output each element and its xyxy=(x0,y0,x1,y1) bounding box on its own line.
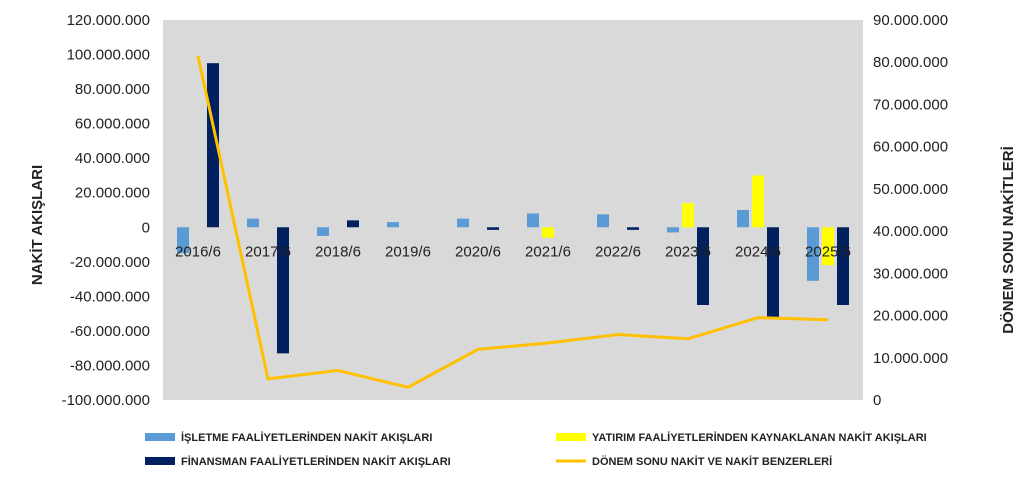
legend-swatch xyxy=(145,433,175,441)
bar xyxy=(347,220,359,228)
x-tick-label: 2019/6 xyxy=(385,243,431,260)
bar xyxy=(627,227,639,230)
bar xyxy=(277,227,289,354)
legend-label: FİNANSMAN FAALİYETLERİNDEN NAKİT AKIŞLAR… xyxy=(181,455,451,468)
x-tick-label: 2018/6 xyxy=(315,243,361,260)
legend-label: YATIRIM FAALİYETLERİNDEN KAYNAKLANAN NAK… xyxy=(592,431,927,444)
y2-tick-label: 10.000.000 xyxy=(873,350,948,367)
y-tick-label: -40.000.000 xyxy=(70,288,150,305)
bar xyxy=(527,213,539,228)
bar xyxy=(247,218,259,228)
legend-swatch xyxy=(145,457,175,465)
bar xyxy=(317,227,329,236)
bar xyxy=(542,227,554,238)
legend-swatch xyxy=(556,433,586,441)
bar xyxy=(177,227,189,254)
y-tick-label: 60.000.000 xyxy=(75,116,150,133)
x-tick-label: 2016/6 xyxy=(175,243,221,260)
y2-tick-label: 40.000.000 xyxy=(873,223,948,240)
x-tick-label: 2024/6 xyxy=(735,243,781,260)
y2-tick-label: 90.000.000 xyxy=(873,12,948,29)
y2-tick-label: 30.000.000 xyxy=(873,265,948,282)
y2-tick-label: 20.000.000 xyxy=(873,308,948,325)
x-tick-label: 2025/6 xyxy=(805,243,851,260)
legend-label: DÖNEM SONU NAKİT VE NAKİT BENZERLERİ xyxy=(592,455,832,468)
y2-tick-label: 0 xyxy=(873,392,881,409)
bar xyxy=(767,227,779,318)
x-tick-label: 2023/6 xyxy=(665,243,711,260)
bar xyxy=(597,214,609,228)
y-tick-label: 100.000.000 xyxy=(67,47,150,64)
y2-axis-title: DÖNEM SONU NAKİTLERİ xyxy=(1000,146,1017,334)
y-tick-label: 20.000.000 xyxy=(75,185,150,202)
x-tick-label: 2020/6 xyxy=(455,243,501,260)
y-tick-label: 80.000.000 xyxy=(75,81,150,98)
y2-tick-label: 80.000.000 xyxy=(873,54,948,71)
y-tick-label: 0 xyxy=(142,219,150,236)
bar xyxy=(837,227,849,305)
y-tick-label: -100.000.000 xyxy=(62,392,150,409)
bar xyxy=(807,227,819,281)
y-tick-label: -80.000.000 xyxy=(70,357,150,374)
bar xyxy=(667,227,679,233)
bar xyxy=(457,218,469,228)
y-tick-label: -20.000.000 xyxy=(70,254,150,271)
x-tick-label: 2022/6 xyxy=(595,243,641,260)
y-tick-label: -60.000.000 xyxy=(70,323,150,340)
bar xyxy=(822,227,834,266)
bar xyxy=(737,210,749,228)
y2-tick-label: 60.000.000 xyxy=(873,139,948,156)
bar xyxy=(682,203,694,228)
x-tick-label: 2021/6 xyxy=(525,243,571,260)
y-tick-label: 40.000.000 xyxy=(75,150,150,167)
series-line xyxy=(196,55,829,389)
y-axis-title: NAKİT AKIŞLARI xyxy=(29,165,46,285)
bar xyxy=(487,227,499,230)
legend-label: İŞLETME FAALİYETLERİNDEN NAKİT AKIŞLARI xyxy=(181,431,432,444)
bar xyxy=(697,227,709,305)
y2-tick-label: 50.000.000 xyxy=(873,181,948,198)
y-tick-label: 120.000.000 xyxy=(67,12,150,29)
x-tick-label: 2017/6 xyxy=(245,243,291,260)
y2-tick-label: 70.000.000 xyxy=(873,96,948,113)
bar xyxy=(387,222,399,228)
bar xyxy=(752,175,764,228)
